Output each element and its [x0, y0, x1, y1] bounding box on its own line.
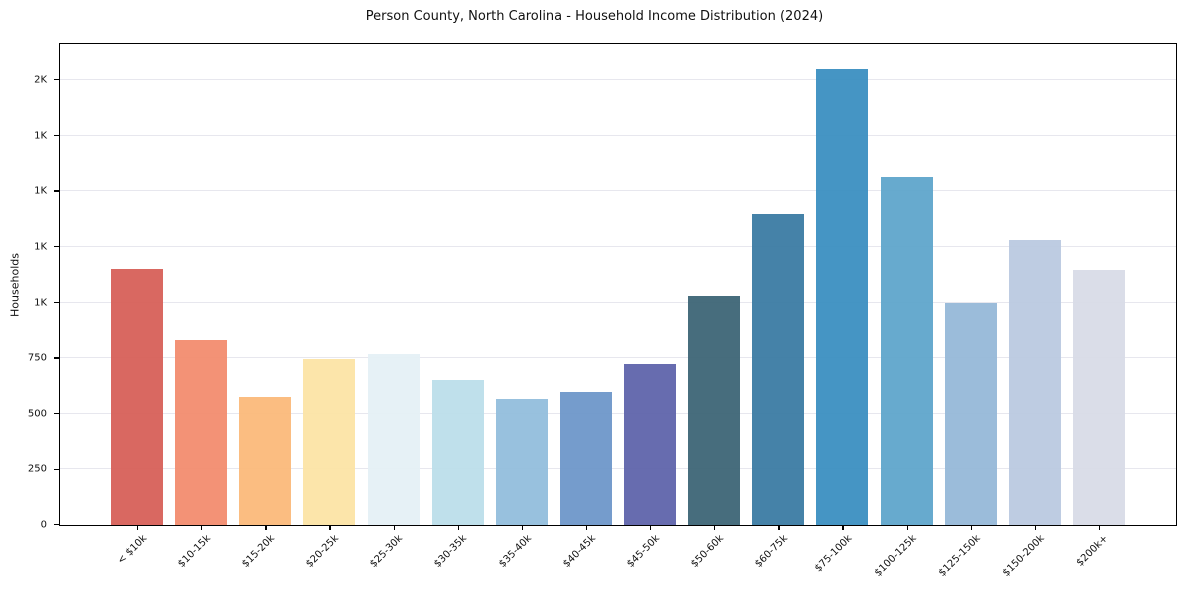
x-tick-label: $30-35k [432, 533, 470, 570]
bar-group: $75-100k [810, 44, 874, 574]
x-tick-mark [457, 525, 459, 530]
y-tick-label: 1K [34, 185, 47, 197]
x-tick-mark [906, 525, 908, 530]
y-tick-label: 2K [34, 74, 47, 86]
bar-group: $45-50k [618, 44, 682, 570]
x-tick-label: $15-20k [240, 533, 278, 570]
y-tick-label: 1K [34, 241, 47, 253]
y-axis: 0 250 500 750 1K 1K 1K 1K 2K [0, 43, 59, 531]
gridline [60, 190, 1176, 192]
bar-group: $25-30k [362, 44, 426, 570]
y-tick-label: 1K [34, 130, 47, 142]
bar [880, 176, 933, 525]
gridline [60, 468, 1176, 470]
x-tick-mark [329, 525, 331, 530]
bar [1072, 270, 1125, 525]
y-tick-label: 750 [27, 352, 47, 364]
x-tick-label: $150-200k [1000, 533, 1047, 579]
x-tick-mark [393, 525, 395, 530]
bar [816, 68, 869, 525]
gridline [60, 301, 1176, 303]
y-tick-mark [54, 357, 59, 359]
bar-group: $50-60k [682, 44, 746, 570]
y-tick-mark [54, 246, 59, 248]
gridline [60, 412, 1176, 414]
bar-group: $200k+ [1067, 44, 1131, 569]
bar [111, 269, 164, 525]
gridline [60, 134, 1176, 136]
x-tick-label: $75-100k [812, 533, 855, 575]
x-tick-mark [201, 525, 203, 530]
x-tick-mark [970, 525, 972, 530]
y-tick-mark [54, 412, 59, 415]
bar [559, 391, 612, 525]
bar [431, 380, 484, 525]
y-tick-mark [54, 79, 59, 81]
bar [1008, 240, 1061, 525]
bar [688, 295, 741, 525]
bar-group: $35-40k [490, 44, 554, 570]
y-tick-label: 250 [27, 463, 47, 475]
gridline [60, 357, 1176, 359]
plot-area: < $10k $10-15k $15-20k $20-25k $25-30k $30-35… [59, 43, 1177, 579]
y-tick-label: 0 [40, 519, 47, 531]
bars-row: < $10k $10-15k $15-20k $20-25k $25-30k $30-35… [60, 44, 1176, 579]
x-tick-label: $50-60k [689, 533, 726, 570]
y-tick-mark [54, 524, 59, 526]
x-tick-mark [521, 525, 523, 530]
x-tick-mark [137, 525, 139, 530]
x-tick-label: $100-125k [872, 533, 919, 579]
x-tick-mark [842, 525, 844, 530]
bar [303, 359, 356, 525]
x-tick-label: $200k+ [1074, 533, 1111, 569]
x-tick-label: $60-75k [753, 533, 791, 570]
x-tick-mark [1034, 525, 1036, 530]
y-tick-label: 500 [27, 408, 47, 420]
bar-group: $60-75k [746, 44, 810, 570]
x-tick-label: $25-30k [368, 533, 406, 570]
x-tick-mark [650, 525, 652, 530]
bar-group: < $10k [105, 44, 169, 567]
bar-group: $10-15k [169, 44, 233, 570]
x-tick-label: < $10k [115, 533, 149, 567]
x-tick-mark [714, 525, 716, 530]
x-tick-label: $20-25k [304, 533, 342, 570]
y-tick-mark [54, 301, 59, 303]
bar [367, 353, 420, 525]
bar-group: $15-20k [233, 44, 297, 570]
x-tick-label: $10-15k [176, 533, 213, 570]
bar-group: $20-25k [297, 44, 361, 570]
x-tick-label: $40-45k [560, 533, 598, 570]
grid-layer [60, 44, 1176, 525]
x-tick-mark [1098, 525, 1101, 530]
bar-group: $100-125k [872, 44, 939, 579]
bar-group: $150-200k [1001, 44, 1067, 579]
bar [239, 397, 292, 525]
y-tick-label: 1K [34, 297, 47, 308]
x-tick-label: $45-50k [624, 533, 662, 570]
x-tick-mark [265, 525, 267, 530]
x-tick-mark [585, 525, 588, 530]
bar [624, 363, 677, 525]
x-tick-label: $35-40k [496, 533, 534, 570]
bar [175, 340, 228, 525]
bar [752, 213, 805, 525]
bar-group: $40-45k [554, 44, 618, 570]
gridline [60, 79, 1176, 80]
x-tick-mark [778, 525, 780, 530]
x-tick-label: $125-150k [936, 533, 983, 579]
gridline [60, 245, 1176, 247]
y-tick-mark [54, 190, 59, 192]
chart-title: Person County, North Carolina - Househol… [365, 9, 824, 24]
bar [944, 302, 997, 525]
y-tick-mark [54, 134, 59, 137]
bar [495, 399, 548, 525]
bar-group: $30-35k [426, 44, 490, 570]
y-tick-mark [54, 468, 59, 470]
bar-group: $125-150k [937, 44, 1003, 579]
